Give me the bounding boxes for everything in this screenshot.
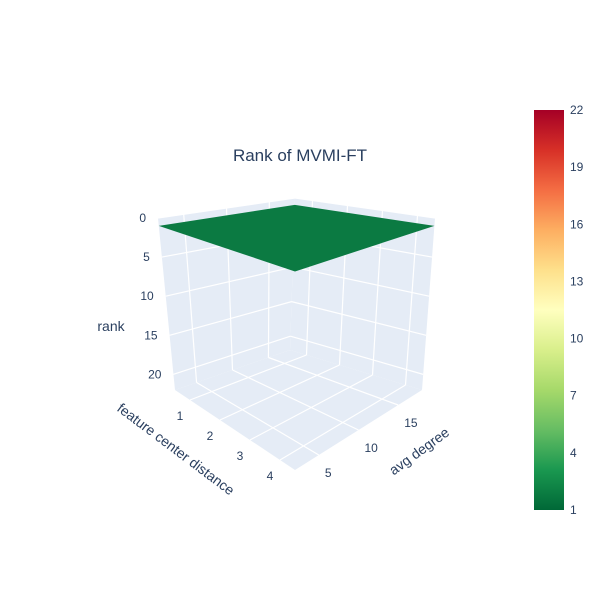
z-tick-label: 10 <box>140 289 154 303</box>
z-axis-title: rank <box>97 318 125 334</box>
colorbar-tick-label: 10 <box>570 332 584 346</box>
x-tick-label: 2 <box>207 429 214 443</box>
z-gridline <box>294 197 436 219</box>
z-tick-label: 20 <box>148 367 162 381</box>
floor <box>175 350 422 470</box>
y-tick-label: 15 <box>404 416 418 430</box>
colorbar-tick-label: 19 <box>570 160 584 174</box>
y-tick-label: 5 <box>325 466 332 480</box>
y-tick-label: 10 <box>365 441 379 455</box>
colorbar-tick-label: 4 <box>570 446 577 460</box>
colorbar-tick-label: 22 <box>570 103 584 117</box>
y-gridline <box>232 369 359 431</box>
z-gridline <box>290 335 424 375</box>
x-gridline <box>404 215 419 386</box>
surface-mark <box>158 204 435 272</box>
x-tick-label: 1 <box>177 409 184 423</box>
chart-title: Rank of MVMI-FT <box>233 146 367 165</box>
colorbar-ticks: 1 4 7 10 13 16 19 22 <box>570 103 584 517</box>
y-gridline <box>183 214 198 383</box>
surface-layer <box>158 204 435 272</box>
colorbar <box>534 110 564 510</box>
colorbar-tick-label: 16 <box>570 217 584 231</box>
z-gridline <box>292 266 430 297</box>
y-gridline <box>268 356 399 406</box>
y-axis-title: avg degree <box>386 424 452 478</box>
colorbar-tick-label: 1 <box>570 503 577 517</box>
z-gridline <box>291 301 427 336</box>
tick-labels: 0 5 10 15 20 1 2 3 4 5 10 15 <box>139 211 418 483</box>
z-tick-label: 15 <box>144 328 158 342</box>
z-tick-label: 0 <box>139 211 146 225</box>
colorbar-tick-label: 13 <box>570 274 584 288</box>
y-gridline <box>196 381 320 456</box>
colorbar-tick-label: 7 <box>570 389 577 403</box>
x-tick-label: 3 <box>237 449 244 463</box>
z-tick-label: 5 <box>143 250 150 264</box>
x-tick-label: 4 <box>267 469 274 483</box>
